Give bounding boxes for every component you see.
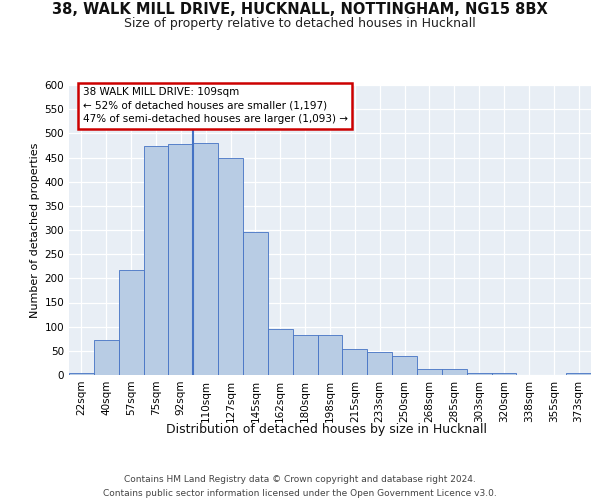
Bar xyxy=(268,329,293,375)
Bar xyxy=(119,270,143,375)
Bar xyxy=(442,369,467,375)
Bar xyxy=(218,158,243,375)
Bar xyxy=(94,340,119,375)
Text: Contains HM Land Registry data © Crown copyright and database right 2024.
Contai: Contains HM Land Registry data © Crown c… xyxy=(103,476,497,498)
Text: Size of property relative to detached houses in Hucknall: Size of property relative to detached ho… xyxy=(124,16,476,30)
Bar xyxy=(566,372,591,375)
Bar xyxy=(243,232,268,375)
Bar xyxy=(467,372,491,375)
Bar xyxy=(417,368,442,375)
Bar xyxy=(343,350,367,375)
Bar xyxy=(392,356,417,375)
Text: 38 WALK MILL DRIVE: 109sqm
← 52% of detached houses are smaller (1,197)
47% of s: 38 WALK MILL DRIVE: 109sqm ← 52% of deta… xyxy=(83,88,347,124)
Bar xyxy=(169,144,193,375)
Text: 38, WALK MILL DRIVE, HUCKNALL, NOTTINGHAM, NG15 8BX: 38, WALK MILL DRIVE, HUCKNALL, NOTTINGHA… xyxy=(52,2,548,18)
Text: Distribution of detached houses by size in Hucknall: Distribution of detached houses by size … xyxy=(167,422,487,436)
Bar xyxy=(317,336,343,375)
Bar xyxy=(193,143,218,375)
Bar xyxy=(69,372,94,375)
Bar xyxy=(367,352,392,375)
Bar xyxy=(491,372,517,375)
Bar xyxy=(293,336,317,375)
Bar xyxy=(143,146,169,375)
Y-axis label: Number of detached properties: Number of detached properties xyxy=(30,142,40,318)
